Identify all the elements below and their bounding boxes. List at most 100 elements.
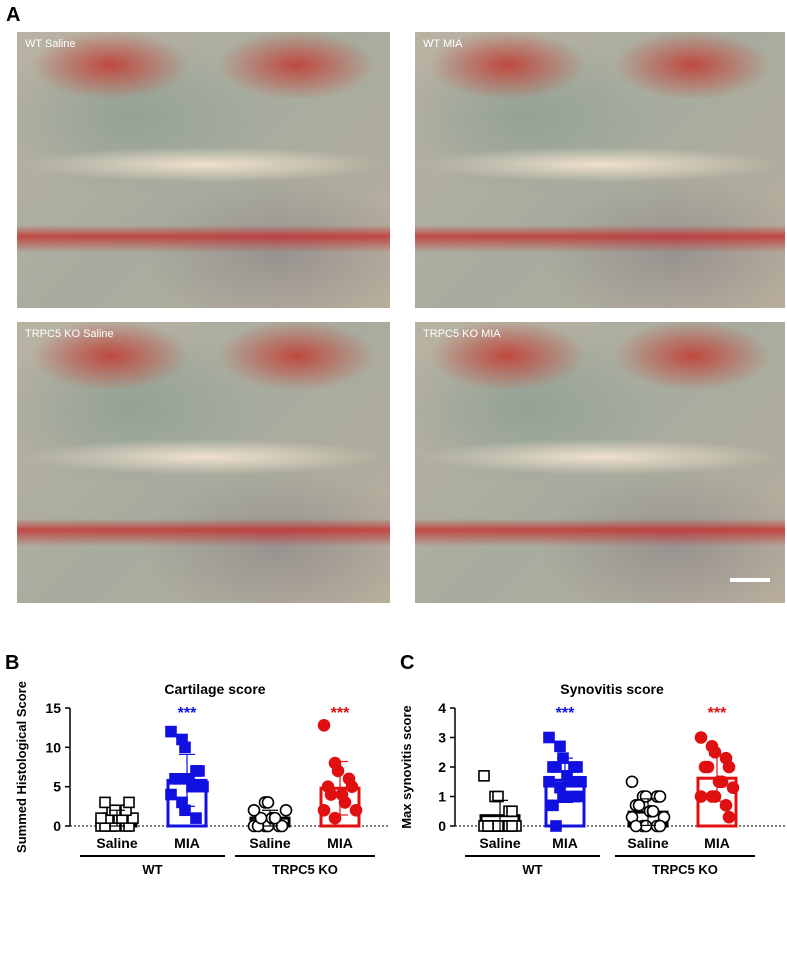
data-point <box>543 731 555 744</box>
data-point <box>190 765 202 777</box>
data-point <box>636 790 650 803</box>
data-point <box>557 790 569 803</box>
data-point <box>557 752 569 764</box>
data-point <box>123 820 135 832</box>
data-point <box>485 820 497 832</box>
data-point <box>694 790 708 803</box>
x-tick-label: Saline <box>627 835 668 851</box>
data-point <box>193 765 205 777</box>
data-point <box>625 775 639 789</box>
data-point <box>629 799 643 812</box>
group-label: WT <box>142 862 162 877</box>
data-point <box>95 820 107 832</box>
data-point <box>258 819 272 833</box>
data-point <box>261 796 275 809</box>
x-tick-label: MIA <box>174 835 200 851</box>
bar <box>627 810 669 828</box>
data-point <box>127 812 139 824</box>
data-point <box>183 772 195 785</box>
data-point <box>492 790 504 803</box>
data-point <box>268 811 282 825</box>
data-point <box>99 820 111 832</box>
data-point <box>636 819 650 833</box>
group-label: TRPC5 KO <box>652 862 718 877</box>
data-point <box>629 819 643 833</box>
bar <box>544 778 586 828</box>
data-point <box>506 805 518 818</box>
data-point <box>116 812 128 824</box>
y-tick-label: 3 <box>438 730 446 746</box>
chart-title: Cartilage score <box>164 681 265 697</box>
group-label: WT <box>522 862 542 877</box>
data-point <box>698 760 712 774</box>
bar <box>249 816 291 828</box>
data-point <box>503 820 515 832</box>
data-point <box>338 796 352 809</box>
data-point <box>113 812 125 824</box>
x-tick-label: Saline <box>96 835 137 851</box>
data-point <box>342 772 356 786</box>
data-point <box>106 820 118 832</box>
data-point <box>190 812 202 824</box>
data-point <box>712 775 726 789</box>
x-tick-label: MIA <box>704 835 730 851</box>
panel-label: B <box>5 652 20 674</box>
data-point <box>120 820 132 832</box>
panel-label: A <box>6 4 21 26</box>
data-point <box>705 790 719 803</box>
data-point <box>247 803 261 817</box>
data-point <box>317 803 331 817</box>
data-point <box>653 819 667 833</box>
y-axis-label: Summed Histological Score <box>14 681 29 853</box>
data-point <box>722 760 736 774</box>
data-point <box>571 790 583 803</box>
data-point <box>719 751 733 765</box>
data-point <box>510 820 522 832</box>
data-point <box>106 804 118 817</box>
y-tick-label: 4 <box>438 700 446 716</box>
data-point <box>331 764 345 778</box>
group-label: TRPC5 KO <box>272 862 338 877</box>
bar <box>696 776 738 828</box>
y-tick-label: 2 <box>438 759 446 775</box>
data-point <box>261 819 275 833</box>
image-label: TRPC5 KO MIA <box>423 328 501 340</box>
data-point <box>554 781 566 794</box>
panel-label: C <box>400 652 415 674</box>
data-point <box>708 745 722 759</box>
x-tick-label: Saline <box>479 835 520 851</box>
data-point <box>715 775 729 789</box>
y-tick-label: 0 <box>53 818 61 834</box>
data-point <box>349 803 363 817</box>
data-point <box>197 780 209 793</box>
histology-image: TRPC5 KO MIA <box>415 322 785 603</box>
bar <box>319 786 361 828</box>
histology-image: TRPC5 KO Saline <box>17 322 390 603</box>
scale-bar <box>730 578 770 582</box>
histology-image: WT MIA <box>415 32 785 308</box>
data-point <box>547 761 559 773</box>
histology-image: WT Saline <box>17 32 390 308</box>
data-point <box>492 820 504 832</box>
data-point <box>176 796 188 809</box>
data-point <box>632 799 646 812</box>
bar <box>166 778 208 828</box>
significance: *** <box>178 705 197 722</box>
data-point <box>482 820 494 832</box>
data-point <box>561 770 573 782</box>
data-point <box>650 819 664 833</box>
data-point <box>639 790 653 803</box>
data-point <box>564 775 576 788</box>
data-point <box>109 820 121 832</box>
data-point <box>571 761 583 773</box>
data-point <box>503 805 515 818</box>
data-point <box>719 799 733 812</box>
data-point <box>99 796 111 809</box>
data-point <box>489 790 501 803</box>
data-point <box>499 820 511 832</box>
data-point <box>169 772 181 785</box>
bar <box>479 814 521 828</box>
data-point <box>575 775 587 788</box>
image-label: WT MIA <box>423 38 463 50</box>
